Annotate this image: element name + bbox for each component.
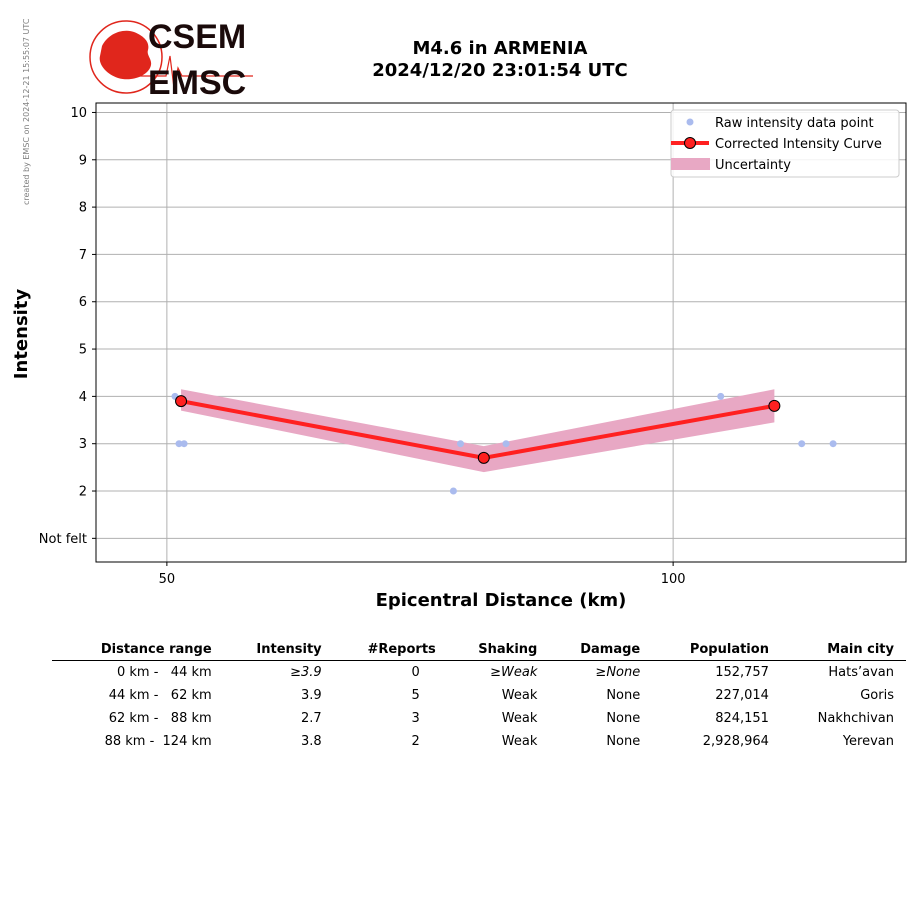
legend-uncertainty-swatch: [671, 158, 710, 170]
intensity-chart: Not felt 2 3 4 5 6 7 8 9 10 50 100 Epicentral Dista…: [11, 102, 907, 611]
cell-intensity: 2.7: [300, 711, 322, 726]
cell-damage: ≥None: [595, 665, 641, 680]
header-population: Population: [652, 640, 781, 661]
table-row: 44 km - 62 km 3.9 5 Weak None 227,014 Go…: [52, 684, 906, 707]
table-row: 88 km - 124 km 3.8 2 Weak None 2,928,964…: [52, 730, 906, 753]
y-tick-label: Not felt: [39, 532, 87, 547]
cell-reports: 2: [411, 734, 420, 749]
cell-city: Yerevan: [842, 734, 894, 749]
cell-intensity: ≥3.9: [290, 665, 322, 680]
y-tick-label: 6: [79, 295, 87, 310]
cell-population: 152,757: [715, 665, 769, 680]
raw-data-point: [798, 440, 806, 448]
uncertainty-band-layer: [181, 389, 775, 473]
cell-city: Nakhchivan: [817, 711, 894, 726]
intensity-summary-table: Distance range Intensity #Reports Shakin…: [52, 640, 906, 753]
y-axis-label: Intensity: [11, 289, 32, 380]
cell-damage: None: [606, 688, 641, 703]
curve-layer: [175, 395, 781, 464]
curve-point: [768, 399, 781, 412]
table-row: 0 km - 44 km ≥3.9 0 ≥Weak ≥None 152,757 …: [52, 661, 906, 685]
curve-point: [477, 451, 490, 464]
legend-raw-label: Raw intensity data point: [715, 116, 874, 131]
y-tick-label: 5: [79, 343, 87, 358]
grid-lines: [96, 103, 906, 562]
csem-emsc-logo: CSEM EMSC: [89, 18, 253, 100]
cell-city: Goris: [860, 688, 894, 703]
raw-points-layer: [171, 392, 837, 495]
legend-uncertainty-label: Uncertainty: [715, 158, 791, 173]
cell-intensity: 3.8: [300, 734, 322, 749]
seismogram-icon: [128, 55, 253, 89]
header-reports: #Reports: [333, 640, 448, 661]
header-intensity: Intensity: [223, 640, 334, 661]
cell-population: 824,151: [715, 711, 769, 726]
cell-shaking: Weak: [501, 711, 538, 726]
raw-data-point: [449, 487, 457, 495]
logo-emsc-text: EMSC: [148, 64, 246, 100]
chart-title-line1: M4.6 in ARMENIA: [412, 38, 588, 59]
plot-frame: [95, 102, 907, 563]
cell-reports: 0: [411, 665, 420, 680]
uncertainty-band: [181, 389, 775, 473]
raw-data-point: [717, 392, 725, 400]
logo-csem-text: CSEM: [148, 18, 246, 56]
cell-shaking: Weak: [501, 688, 538, 703]
cell-distance: 44 km - 62 km: [108, 688, 212, 703]
cell-population: 2,928,964: [702, 734, 769, 749]
cell-city: Hats’avan: [828, 665, 894, 680]
legend-curve-label: Corrected Intensity Curve: [715, 137, 882, 152]
header-shaking: Shaking: [447, 640, 550, 661]
legend-curve-marker: [684, 137, 696, 149]
chart-title-line2: 2024/12/20 23:01:54 UTC: [372, 60, 628, 81]
cell-distance: 62 km - 88 km: [108, 711, 212, 726]
globe-map-icon: [99, 30, 152, 80]
cell-reports: 5: [411, 688, 420, 703]
globe-outline-icon: [89, 20, 163, 94]
y-tick-label: 2: [79, 485, 87, 500]
y-tick-label: 3: [79, 437, 87, 452]
header-main-city: Main city: [780, 640, 906, 661]
cell-shaking: ≥Weak: [490, 665, 538, 680]
legend: Raw intensity data point Corrected Inten…: [670, 109, 900, 178]
axis-ticks-layer: Not felt 2 3 4 5 6 7 8 9 10 50 100: [39, 106, 686, 587]
cell-intensity: 3.9: [300, 688, 322, 703]
y-tick-label: 7: [79, 248, 87, 263]
table-header-row: Distance range Intensity #Reports Shakin…: [52, 640, 906, 661]
x-tick-label: 50: [159, 572, 176, 587]
x-axis-label: Epicentral Distance (km): [376, 590, 627, 611]
curve-point: [175, 395, 188, 408]
x-tick-label: 100: [661, 572, 686, 587]
raw-data-point: [502, 440, 510, 448]
y-tick-label: 10: [70, 106, 87, 121]
cell-population: 227,014: [715, 688, 769, 703]
raw-data-point: [180, 440, 188, 448]
table-row: 62 km - 88 km 2.7 3 Weak None 824,151 Na…: [52, 707, 906, 730]
cell-shaking: Weak: [501, 734, 538, 749]
raw-data-point: [829, 440, 837, 448]
cell-reports: 3: [411, 711, 420, 726]
y-tick-label: 8: [79, 201, 87, 216]
raw-data-point: [175, 440, 183, 448]
cell-damage: None: [606, 711, 641, 726]
y-tick-label: 4: [79, 390, 87, 405]
cell-distance: 0 km - 44 km: [116, 665, 212, 680]
y-tick-label: 9: [79, 153, 87, 168]
cell-distance: 88 km - 124 km: [104, 734, 212, 749]
legend-raw-marker: [686, 118, 694, 126]
cell-damage: None: [606, 734, 641, 749]
header-damage: Damage: [549, 640, 653, 661]
header-distance-range: Distance range: [52, 640, 224, 661]
raw-data-point: [457, 440, 464, 448]
